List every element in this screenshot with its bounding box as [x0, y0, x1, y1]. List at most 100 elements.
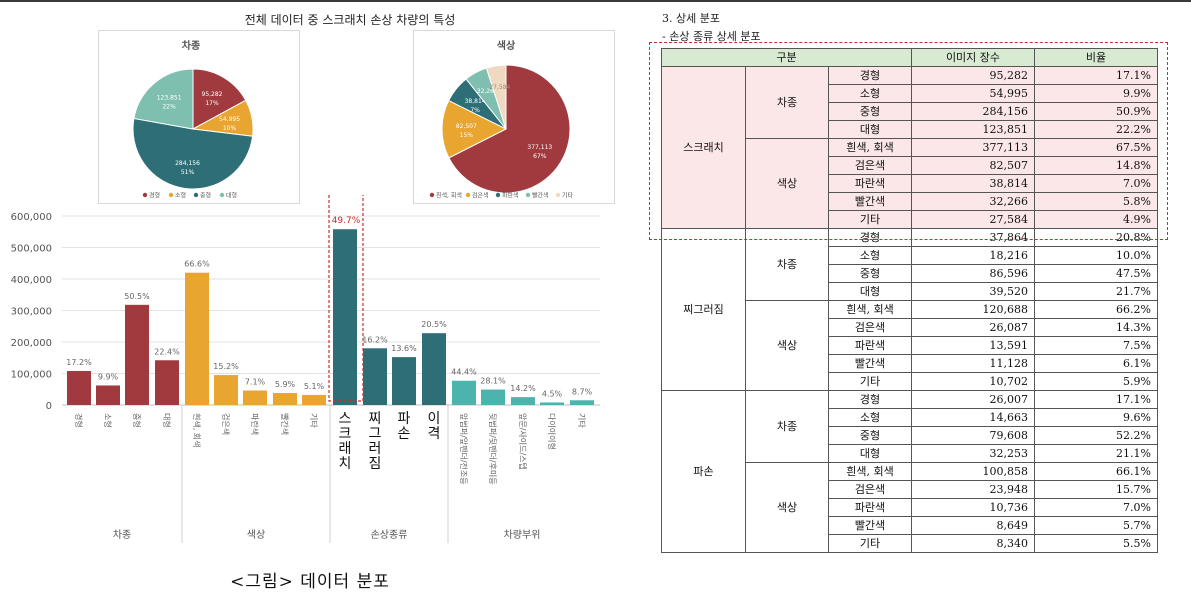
subcategory-cell: 빨간색 [829, 193, 912, 211]
y-tick-label: 200,000 [11, 338, 52, 349]
damage-type-cell: 스크래치 [662, 67, 746, 229]
ratio-cell: 7.5% [1035, 337, 1158, 355]
subcategory-cell: 중형 [829, 427, 912, 445]
ratio-cell: 50.9% [1035, 103, 1158, 121]
header-category: 구분 [662, 49, 912, 67]
pie-svg-vehicle-type: 차종95,28217%54,99510%284,15651%123,85122%… [99, 31, 299, 203]
pie-percent-label: 10% [223, 125, 237, 132]
pie-percent-label: 7% [470, 107, 480, 114]
image-count-cell: 13,591 [912, 337, 1035, 355]
x-category-label: 파 [398, 411, 411, 427]
bar-data-label: 44.4% [451, 368, 477, 377]
ratio-cell: 4.9% [1035, 211, 1158, 229]
table-row: 스크래치 차종 경형 95,282 17.1% [662, 67, 1158, 85]
ratio-cell: 21.7% [1035, 283, 1158, 301]
ratio-cell: 15.7% [1035, 481, 1158, 499]
table-row: 찌그러짐 차종 경형 37,864 20.8% [662, 229, 1158, 247]
ratio-cell: 7.0% [1035, 175, 1158, 193]
y-tick-label: 100,000 [11, 370, 52, 381]
subcategory-cell: 빨간색 [829, 517, 912, 535]
ratio-cell: 10.0% [1035, 247, 1158, 265]
y-tick-label: 300,000 [11, 307, 52, 318]
x-category-label: 스 [339, 411, 352, 427]
x-category-label: 치 [339, 456, 352, 472]
bar-data-label: 20.5% [421, 320, 447, 329]
ratio-cell: 9.9% [1035, 85, 1158, 103]
ratio-cell: 47.5% [1035, 265, 1158, 283]
pie-value-label: 123,851 [157, 94, 182, 101]
damage-type-cell: 찌그러짐 [662, 229, 746, 391]
y-tick-label: 500,000 [11, 244, 52, 255]
x-category-label: 이 [428, 411, 441, 427]
x-category-label: 손 [398, 426, 411, 442]
x-category-label: 흰색, 회색 [192, 413, 202, 448]
bar-data-label: 14.2% [510, 384, 536, 393]
pie-title: 차종 [182, 39, 200, 52]
image-count-cell: 14,663 [912, 409, 1035, 427]
ratio-cell: 14.3% [1035, 319, 1158, 337]
attribute-cell: 차종 [746, 229, 829, 301]
subcategory-cell: 기타 [829, 535, 912, 553]
ratio-cell: 9.6% [1035, 409, 1158, 427]
pie-value-label: 82,507 [456, 123, 477, 130]
pie-percent-label: 17% [205, 100, 219, 107]
pie-chart-color: 색상 377,113 67% 82,507 15% 38,814 7% 32,266 27,58… [413, 30, 615, 204]
ratio-cell: 52.2% [1035, 427, 1158, 445]
x-category-label: 크 [339, 426, 352, 442]
image-count-cell: 284,156 [912, 103, 1035, 121]
image-count-cell: 10,702 [912, 373, 1035, 391]
bar-data-label: 5.1% [304, 382, 325, 391]
subcategory-cell: 빨간색 [829, 355, 912, 373]
bar [273, 393, 297, 405]
subcategory-cell: 소형 [829, 409, 912, 427]
subcategory-cell: 소형 [829, 247, 912, 265]
image-count-cell: 27,584 [912, 211, 1035, 229]
bar-data-label: 22.4% [154, 347, 180, 356]
section-subtitle: - 손상 종류 상세 분포 [662, 28, 761, 44]
pie-chart-vehicle-type: 차종 95,282 17% 54,995 10% 284,156 51% 123,851 22%… [98, 30, 300, 204]
ratio-cell: 5.8% [1035, 193, 1158, 211]
x-category-label: 기타 [309, 413, 318, 428]
ratio-cell: 66.2% [1035, 301, 1158, 319]
bar-chart: 0100,000200,000300,000400,000500,000600,… [0, 195, 640, 550]
bar [481, 390, 505, 405]
x-category-label: 짐 [369, 456, 382, 472]
ratio-cell: 5.9% [1035, 373, 1158, 391]
subcategory-cell: 대형 [829, 445, 912, 463]
x-category-label: 대형 [162, 413, 171, 428]
subcategory-cell: 경형 [829, 67, 912, 85]
subcategory-cell: 파란색 [829, 175, 912, 193]
bar-data-label: 16.2% [362, 335, 388, 344]
image-count-cell: 32,253 [912, 445, 1035, 463]
attribute-cell: 차종 [746, 391, 829, 463]
image-count-cell: 95,282 [912, 67, 1035, 85]
x-category-label: 앞문/사이드/스텝 [518, 413, 528, 470]
x-category-label: 래 [339, 441, 352, 457]
bar [96, 385, 120, 405]
pie-value-label: 377,113 [527, 144, 552, 151]
attribute-cell: 차종 [746, 67, 829, 139]
section-title: 3. 상세 분포 [662, 10, 720, 26]
image-count-cell: 23,948 [912, 481, 1035, 499]
x-category-label: 러 [369, 441, 382, 457]
ratio-cell: 5.7% [1035, 517, 1158, 535]
subcategory-cell: 검은색 [829, 319, 912, 337]
figure-caption: <그림> 데이터 분포 [150, 567, 470, 592]
highlight-percent-label: 49.7% [332, 216, 361, 226]
x-category-label: 검은색 [221, 413, 231, 435]
y-tick-label: 600,000 [11, 212, 52, 223]
x-category-label: 경형 [74, 413, 84, 428]
image-count-cell: 10,736 [912, 499, 1035, 517]
header-image-count: 이미지 장수 [912, 49, 1035, 67]
table-row: 파손 차종 경형 26,007 17.1% [662, 391, 1158, 409]
image-count-cell: 11,128 [912, 355, 1035, 373]
x-category-label: 격 [428, 426, 441, 442]
x-group-label: 손상종류 [371, 529, 408, 541]
subcategory-cell: 파란색 [829, 499, 912, 517]
subcategory-cell: 대형 [829, 121, 912, 139]
bar-data-label: 66.6% [184, 260, 210, 269]
table-header-row: 구분 이미지 장수 비율 [662, 49, 1158, 67]
bar [392, 357, 416, 405]
pie-percent-label: 22% [162, 103, 176, 110]
subcategory-cell: 흰색, 회색 [829, 463, 912, 481]
